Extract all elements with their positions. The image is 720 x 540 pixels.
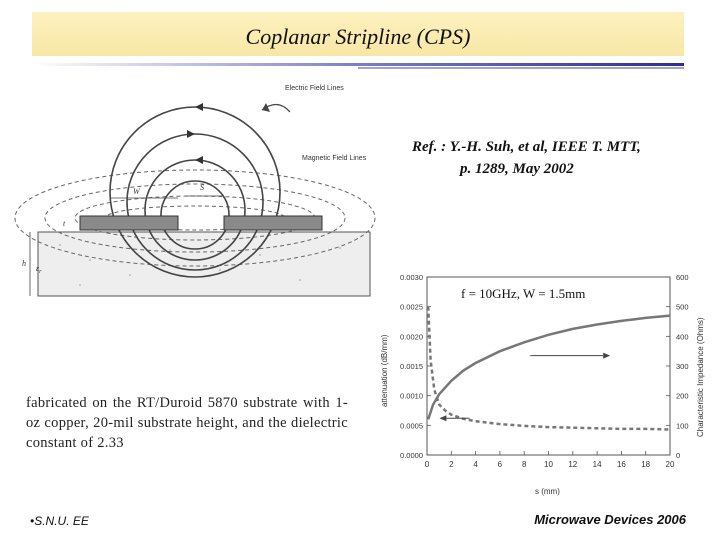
- x-tick-label: 16: [617, 460, 626, 469]
- cps-cross-section-figure: Electric Field Lines Magnetic Field Line…: [14, 85, 376, 297]
- footer-institution: •S.N.U. EE: [30, 514, 89, 528]
- x-axis-label: s (mm): [535, 487, 560, 496]
- y-right-tick-label: 0: [676, 451, 680, 460]
- footer-course: Microwave Devices 2006: [534, 512, 686, 527]
- attenuation-series-line: [426, 306, 671, 431]
- chart-annotation: f = 10GHz, W = 1.5mm: [461, 286, 585, 301]
- right-axis-arrowhead: [603, 352, 611, 359]
- attenuation-impedance-chart: f = 10GHz, W = 1.5mm s (mm) attenuation …: [380, 273, 705, 496]
- magnetic-field-label: Magnetic Field Lines: [302, 155, 367, 162]
- decorative-gradient-line: [32, 63, 684, 69]
- y-axis-left-label: attenuation (dB/mm): [380, 334, 389, 407]
- reference-citation: Ref. : Y.-H. Suh, et al, IEEE T. MTT, p.…: [412, 136, 712, 180]
- left-axis-arrowhead: [439, 415, 447, 422]
- y-left-tick-label: 0.0000: [400, 451, 423, 460]
- permittivity-label: εr: [36, 264, 42, 275]
- y-right-tick-label: 200: [676, 392, 689, 401]
- x-tick-label: 18: [641, 460, 650, 469]
- y-right-tick-label: 300: [676, 362, 689, 371]
- electric-field-label: Electric Field Lines: [285, 85, 344, 92]
- thickness-label: t: [63, 219, 66, 228]
- x-tick-label: 2: [449, 460, 454, 469]
- y-right-tick-label: 600: [676, 273, 689, 282]
- plot-area: [426, 276, 671, 456]
- y-right-tick-label: 500: [676, 303, 689, 312]
- x-tick-label: 14: [593, 460, 602, 469]
- x-tick-label: 6: [498, 460, 503, 469]
- y-left-tick-label: 0.0015: [400, 362, 423, 371]
- fabrication-note: fabricated on the RT/Duroid 5870 substra…: [26, 395, 348, 451]
- y-left-tick-label: 0.0005: [400, 421, 423, 430]
- spacing-label: S: [200, 183, 204, 192]
- y-left-tick-label: 0.0025: [400, 303, 423, 312]
- y-right-tick-label: 400: [676, 332, 689, 341]
- width-label: W: [133, 187, 141, 196]
- y-left-tick-label: 0.0020: [400, 332, 423, 341]
- y-left-tick-label: 0.0010: [400, 392, 423, 401]
- reference-line-1: Ref. : Y.-H. Suh, et al, IEEE T. MTT,: [412, 139, 641, 155]
- reference-line-2: p. 1289, May 2002: [460, 161, 574, 177]
- left-strip: [79, 215, 179, 231]
- height-label: h: [22, 259, 26, 268]
- impedance-series-line: [427, 314, 671, 420]
- x-tick-label: 20: [666, 460, 675, 469]
- x-tick-label: 0: [425, 460, 430, 469]
- slide-title: Coplanar Stripline (CPS): [245, 24, 471, 49]
- x-tick-label: 4: [473, 460, 478, 469]
- right-strip: [223, 215, 323, 231]
- y-left-tick-label: 0.0030: [400, 273, 423, 282]
- y-right-tick-label: 100: [676, 421, 689, 430]
- x-tick-label: 8: [522, 460, 527, 469]
- x-tick-label: 12: [568, 460, 577, 469]
- x-tick-label: 10: [544, 460, 553, 469]
- y-axis-right-label: Characteristic Impedance (Ohms): [696, 317, 705, 437]
- title-bar: Coplanar Stripline (CPS): [32, 12, 684, 56]
